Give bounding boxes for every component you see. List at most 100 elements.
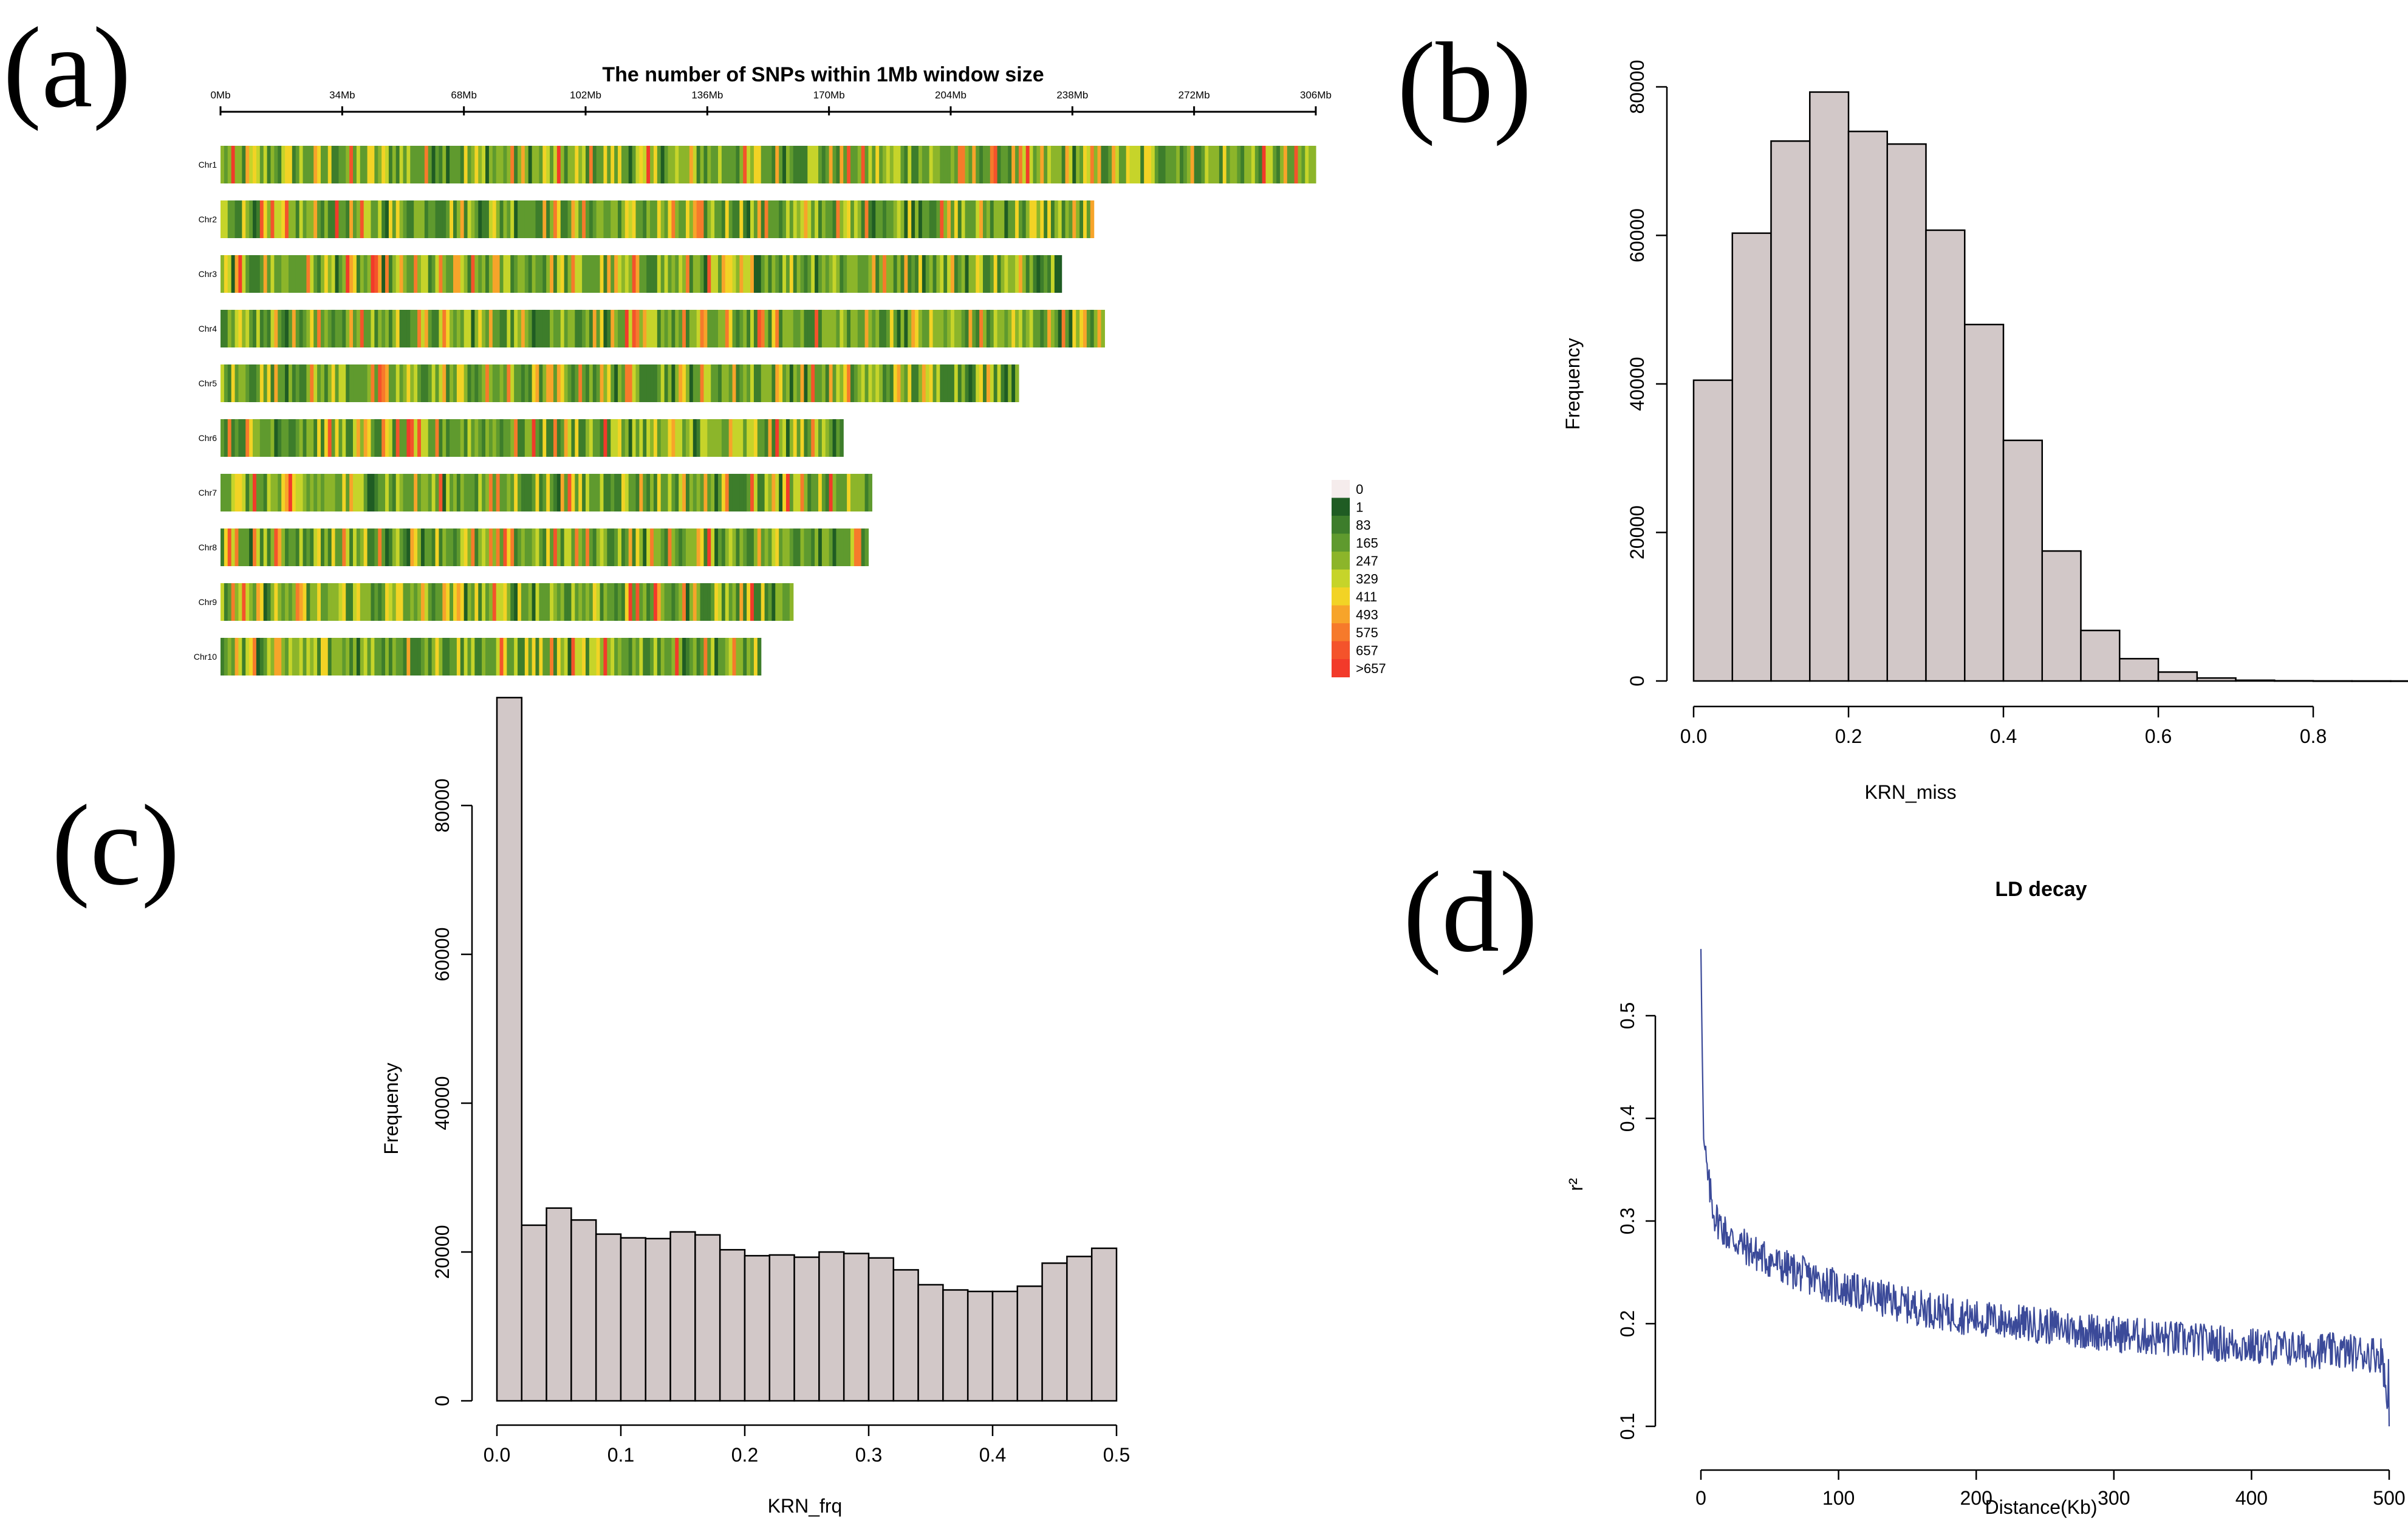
snp-density-bin: [1000, 255, 1005, 293]
snp-density-bin: [728, 255, 733, 293]
snp-density-bin: [435, 638, 440, 676]
snp-density-bin: [821, 474, 826, 511]
snp-density-bin: [414, 528, 418, 566]
snp-density-bin: [406, 310, 411, 347]
y-tick-label: 40000: [1626, 357, 1648, 411]
snp-density-bin: [259, 583, 264, 621]
snp-density-bin: [353, 310, 357, 347]
snp-density-bin: [883, 364, 887, 402]
snp-density-bin: [378, 146, 382, 183]
snp-density-bin: [435, 583, 440, 621]
snp-density-bin: [542, 364, 547, 402]
snp-density-bin: [668, 583, 672, 621]
position-ruler: 0Mb 34Mb 68Mb 102Mb 136Mb 170Mb 204Mb 238Mb 272M…: [210, 89, 1332, 115]
snp-density-bin: [1090, 310, 1095, 347]
snp-density-bin: [821, 310, 826, 347]
snp-density-bin: [381, 528, 386, 566]
snp-density-bin: [331, 474, 336, 511]
snp-density-bin: [804, 364, 808, 402]
snp-density-bin: [1097, 310, 1102, 347]
snp-density-bin: [496, 364, 501, 402]
snp-density-bin: [553, 200, 558, 238]
panel-label-b: (b): [1397, 19, 1532, 147]
snp-density-bin: [478, 638, 482, 676]
snp-density-bin: [757, 419, 762, 457]
snp-density-bin: [918, 200, 923, 238]
snp-density-bin: [757, 255, 762, 293]
snp-density-bin: [1033, 310, 1038, 347]
snp-density-bin: [836, 310, 840, 347]
snp-density-bin: [496, 583, 501, 621]
snp-density-bin: [811, 528, 815, 566]
snp-density-bin: [349, 255, 354, 293]
snp-density-bin: [875, 200, 880, 238]
snp-density-bin: [267, 474, 272, 511]
snp-density-bin: [628, 583, 633, 621]
y-tick-label: 20000: [431, 1225, 453, 1279]
snp-density-bin: [1112, 146, 1116, 183]
snp-density-bin: [825, 200, 830, 238]
snp-density-bin: [893, 364, 898, 402]
snp-density-bin: [703, 638, 708, 676]
snp-density-bin: [732, 310, 737, 347]
snp-density-bin: [524, 200, 529, 238]
snp-density-bin: [242, 419, 246, 457]
snp-density-bin: [295, 146, 300, 183]
snp-density-bin: [893, 200, 898, 238]
snp-density-bin: [635, 638, 640, 676]
chromosome-chr8: Chr8: [199, 528, 869, 566]
snp-density-bin: [256, 364, 261, 402]
snp-density-bin: [245, 528, 250, 566]
snp-density-bin: [274, 638, 278, 676]
snp-density-bin: [821, 255, 826, 293]
snp-density-bin: [546, 146, 550, 183]
snp-density-bin: [360, 200, 364, 238]
snp-density-bin: [435, 310, 440, 347]
snp-density-bin: [825, 474, 830, 511]
snp-density-bin: [410, 528, 414, 566]
snp-density-bin: [256, 528, 261, 566]
snp-density-bin: [618, 474, 622, 511]
snp-density-bin: [1201, 146, 1205, 183]
snp-density-bin: [420, 474, 425, 511]
snp-density-bin: [524, 474, 529, 511]
snp-density-bin: [346, 419, 350, 457]
snp-density-bin: [388, 146, 393, 183]
snp-density-bin: [363, 583, 368, 621]
snp-density-bin: [285, 255, 289, 293]
snp-density-bin: [582, 310, 586, 347]
histogram-bar: [942, 1289, 969, 1402]
snp-density-bin: [263, 419, 268, 457]
snp-density-bin: [853, 528, 858, 566]
snp-density-bin: [467, 474, 472, 511]
snp-density-bin: [714, 474, 719, 511]
snp-density-bin: [242, 528, 246, 566]
snp-density-bin: [761, 474, 765, 511]
snp-density-bin: [1058, 146, 1062, 183]
snp-density-bin: [492, 255, 497, 293]
snp-density-bin: [872, 310, 876, 347]
snp-density-bin: [435, 200, 440, 238]
snp-density-bin: [442, 310, 446, 347]
snp-density-bin: [406, 146, 411, 183]
snp-density-bin: [564, 419, 569, 457]
snp-density-bin: [518, 528, 522, 566]
snp-density-bin: [897, 310, 901, 347]
snp-density-bin: [550, 583, 554, 621]
snp-density-bin: [460, 583, 465, 621]
snp-density-bin: [618, 146, 622, 183]
snp-density-bin: [718, 310, 722, 347]
snp-density-bin: [342, 474, 346, 511]
snp-density-bin: [843, 146, 847, 183]
y-tick-label: 80000: [1626, 60, 1648, 114]
snp-density-bin: [463, 310, 468, 347]
histogram-bar: [1847, 131, 1888, 682]
snp-density-bin: [514, 200, 518, 238]
snp-density-bin: [789, 146, 794, 183]
snp-density-bin: [1230, 146, 1234, 183]
histogram-bar: [1964, 323, 2005, 682]
snp-density-bin: [363, 255, 368, 293]
snp-density-bin: [718, 474, 722, 511]
snp-density-bin: [327, 528, 332, 566]
snp-density-bin: [575, 528, 579, 566]
